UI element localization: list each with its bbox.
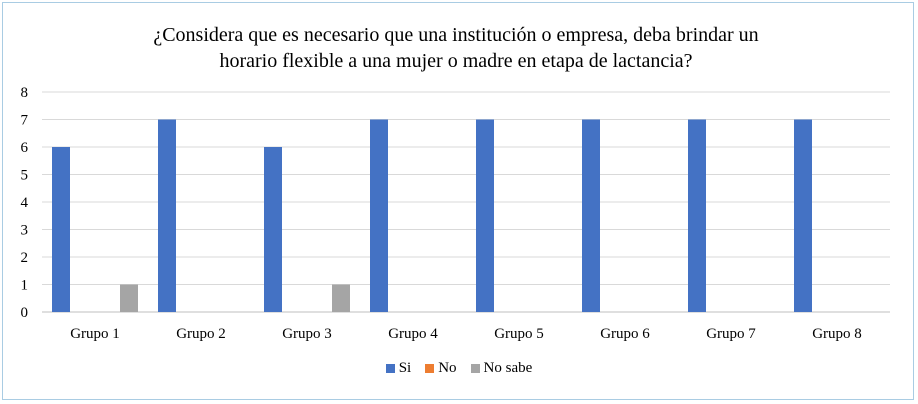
bar-si xyxy=(52,147,70,312)
x-tick-label: Grupo 2 xyxy=(176,326,226,342)
legend-item-no-sabe: No sabe xyxy=(470,360,533,377)
x-tick-label: Grupo 4 xyxy=(388,326,438,342)
legend-item-si: Si xyxy=(385,360,412,377)
chart-title: ¿Considera que es necesario que una inst… xyxy=(0,22,912,74)
legend-swatch xyxy=(425,364,435,373)
legend-item-no: No xyxy=(425,360,457,377)
x-tick-label: Grupo 5 xyxy=(494,326,544,342)
legend-swatch xyxy=(470,364,480,373)
y-tick-label: 0 xyxy=(21,305,29,321)
y-tick-label: 4 xyxy=(21,195,29,211)
y-tick-label: 3 xyxy=(21,223,29,239)
x-tick-label: Grupo 6 xyxy=(600,326,650,342)
legend: Si No No sabe xyxy=(0,360,918,377)
legend-swatch xyxy=(385,364,395,373)
bar-si xyxy=(688,119,706,312)
bar-no-sabe xyxy=(120,284,138,312)
x-tick-label: Grupo 8 xyxy=(812,326,862,342)
bar-si xyxy=(582,119,600,312)
y-tick-label: 2 xyxy=(21,250,29,266)
x-tick-label: Grupo 1 xyxy=(70,326,120,342)
x-tick-label: Grupo 7 xyxy=(706,326,756,342)
y-tick-label: 6 xyxy=(21,140,29,156)
bar-no-sabe xyxy=(332,284,350,312)
bar-si xyxy=(158,119,176,312)
y-tick-label: 1 xyxy=(21,278,29,294)
legend-label: Si xyxy=(398,360,412,376)
x-tick-label: Grupo 3 xyxy=(282,326,332,342)
bar-si xyxy=(264,147,282,312)
y-tick-label: 5 xyxy=(21,168,29,184)
y-tick-label: 7 xyxy=(21,113,29,129)
chart-frame xyxy=(2,2,914,400)
chart-title-line-2: horario flexible a una mujer o madre en … xyxy=(219,50,693,72)
bar-si xyxy=(476,119,494,312)
y-tick-label: 8 xyxy=(21,85,29,101)
bar-si xyxy=(370,119,388,312)
chart-title-line-1: ¿Considera que es necesario que una inst… xyxy=(153,24,759,46)
legend-label: No sabe xyxy=(483,360,533,376)
bar-si xyxy=(794,119,812,312)
legend-label: No xyxy=(438,360,457,376)
